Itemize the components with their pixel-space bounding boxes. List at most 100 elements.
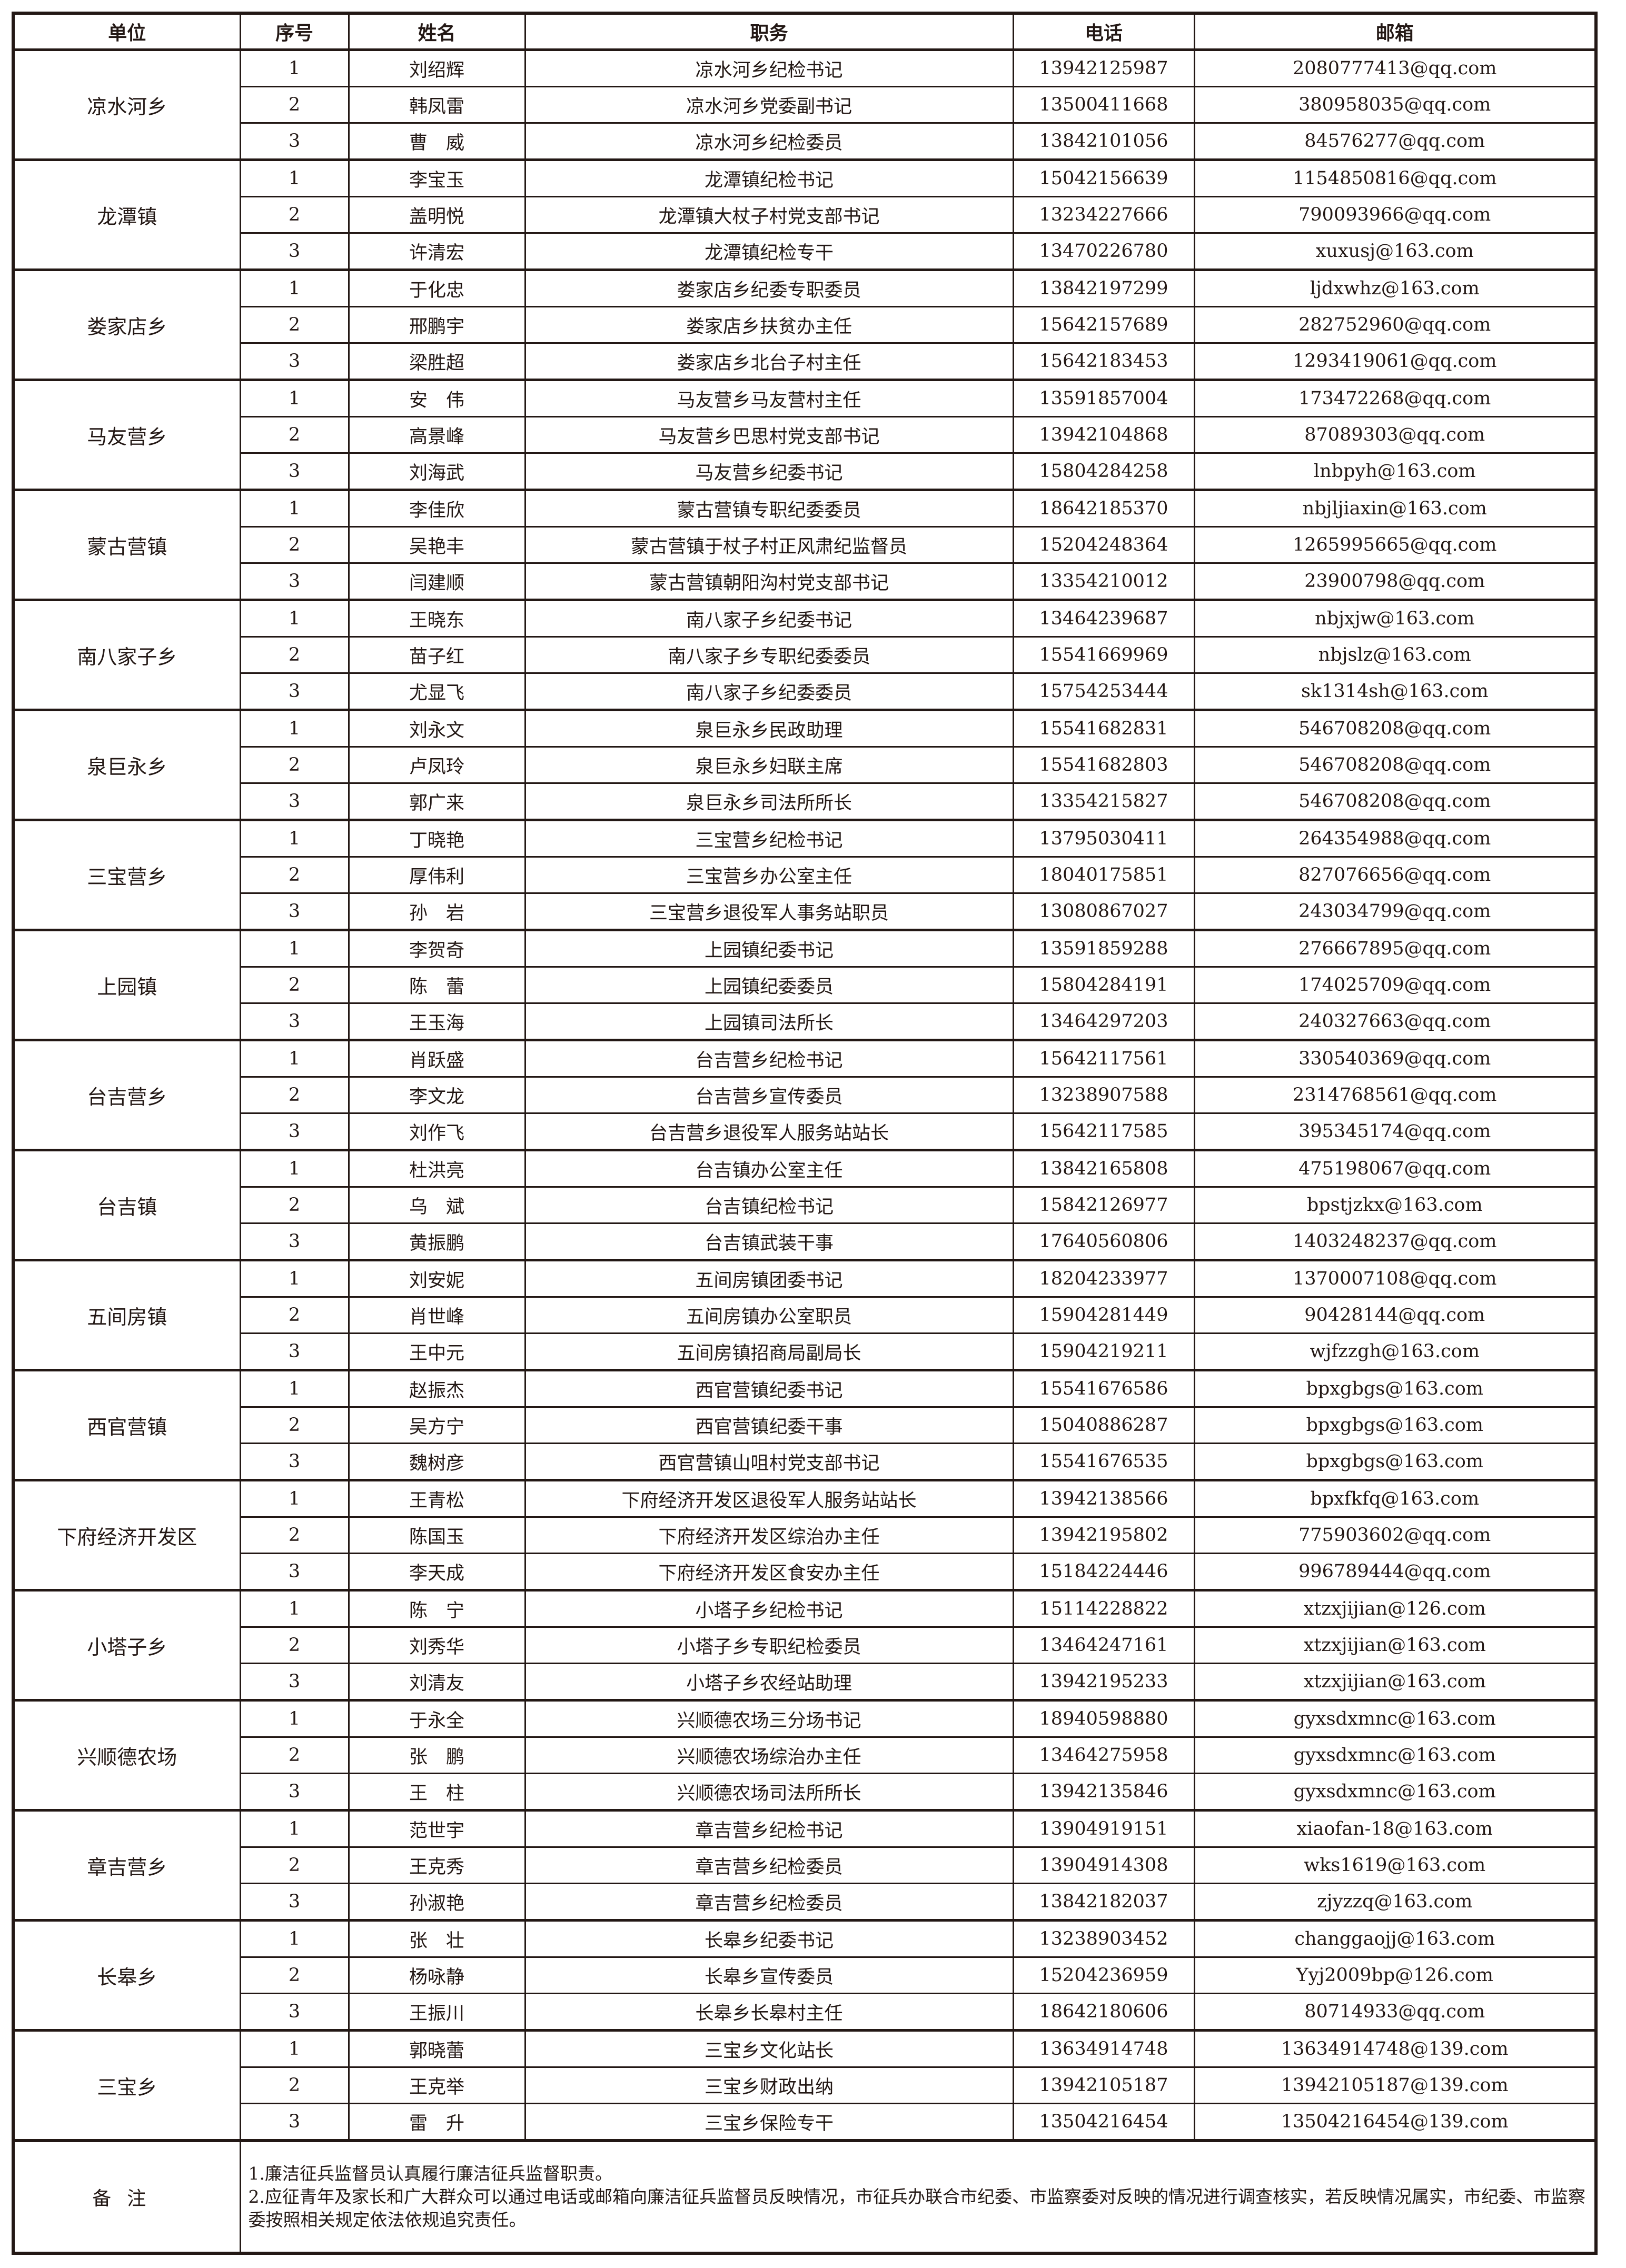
number-cell: 3	[239, 1222, 350, 1261]
phone-cell: 18204233977	[1012, 1259, 1195, 1298]
table-row: 3 尤显飞 南八家子乡纪委委员 15754253444 sk1314sh@163.com	[13, 672, 1597, 711]
unit-cell: 台吉镇	[12, 1149, 241, 1261]
name-cell: 张 壮	[348, 1919, 526, 1958]
position-cell: 台吉营乡纪检书记	[524, 1039, 1014, 1078]
unit-cell: 下府经济开发区	[12, 1479, 241, 1591]
number-cell: 1	[239, 2029, 350, 2068]
table-row: 蒙古营镇 1 李佳欣 蒙古营镇专职纪委委员 18642185370 nbjljiaxin@…	[12, 489, 1597, 601]
phone-cell: 13464247161	[1012, 1626, 1195, 1664]
unit-cell: 泉巨永乡	[12, 709, 241, 821]
position-cell: 泉巨永乡司法所所长	[524, 782, 1014, 821]
email-cell: gyxsdxmnc@163.com	[1193, 1699, 1597, 1738]
unit-cell: 小塔子乡	[12, 1589, 241, 1701]
phone-cell: 13842182037	[1012, 1883, 1195, 1921]
table-row: 3 李天成 下府经济开发区食安办主任 15184224446 996789444@qq.…	[13, 1553, 1597, 1591]
number-cell: 1	[239, 709, 350, 748]
number-cell: 3	[239, 1883, 350, 1921]
position-cell: 西官营镇纪委干事	[524, 1406, 1014, 1444]
table-row: 2 卢凤玲 泉巨永乡妇联主席 15541682803 546708208@qq.com	[13, 746, 1597, 784]
table-row: 3 许清宏 龙潭镇纪检专干 13470226780 xuxusj@163.com	[13, 232, 1597, 271]
position-cell: 台吉镇办公室主任	[524, 1149, 1014, 1188]
table-row: 龙潭镇 1 李宝玉 龙潭镇纪检书记 15042156639 1154850816@qq.c…	[12, 158, 1597, 271]
email-cell: 475198067@qq.com	[1193, 1149, 1597, 1188]
header-phone: 电话	[1012, 12, 1195, 51]
number-cell: 3	[239, 1993, 350, 2031]
number-cell: 2	[239, 2066, 350, 2104]
email-cell: bpxfkfq@163.com	[1193, 1479, 1597, 1518]
number-cell: 2	[239, 86, 350, 124]
table-row: 泉巨永乡 1 刘永文 泉巨永乡民政助理 15541682831 546708208@qq.…	[12, 709, 1597, 821]
email-cell: 13942105187@139.com	[1193, 2066, 1597, 2104]
name-cell: 许清宏	[348, 232, 526, 271]
name-cell: 厚伟利	[348, 856, 526, 894]
email-cell: xiaofan-18@163.com	[1193, 1809, 1597, 1848]
position-cell: 三宝乡文化站长	[524, 2029, 1014, 2068]
position-cell: 上园镇纪委书记	[524, 929, 1014, 968]
number-cell: 3	[239, 1663, 350, 1701]
notes-label: 备注	[12, 2139, 241, 2254]
unit-cell: 长皋乡	[12, 1919, 241, 2031]
table-row: 小塔子乡 1 陈 宁小塔子乡纪检书记 15114228822 xtzxjijian@12…	[12, 1589, 1597, 1701]
phone-cell: 13591857004	[1012, 379, 1195, 417]
position-cell: 五间房镇招商局副局长	[524, 1332, 1014, 1371]
phone-cell: 15754253444	[1012, 672, 1195, 711]
phone-cell: 17640560806	[1012, 1222, 1195, 1261]
position-cell: 三宝营乡纪检书记	[524, 819, 1014, 858]
position-cell: 蒙古营镇专职纪委委员	[524, 489, 1014, 528]
table-row: 3 黄振鹏 台吉镇武装干事 17640560806 1403248237@qq.com	[13, 1222, 1597, 1261]
table-row: 2 邢鹏宇 娄家店乡扶贫办主任 15642157689 282752960@qq.com	[13, 306, 1597, 344]
table-row: 台吉营乡 1 肖跃盛 台吉营乡纪检书记 15642117561 330540369@qq.…	[12, 1039, 1597, 1151]
email-cell: 775903602@qq.com	[1193, 1516, 1597, 1554]
position-cell: 上园镇纪委委员	[524, 966, 1014, 1004]
table-row: 兴顺德农场 1 于永全 兴顺德农场三分场书记 18940598880 gyxsdxmnc@…	[12, 1699, 1597, 1811]
phone-cell: 13942195802	[1012, 1516, 1195, 1554]
position-cell: 凉水河乡纪检书记	[524, 48, 1014, 87]
email-cell: 1370007108@qq.com	[1193, 1259, 1597, 1298]
number-cell: 1	[239, 1369, 350, 1408]
phone-cell: 18642180606	[1012, 1993, 1195, 2031]
position-cell: 凉水河乡党委副书记	[524, 86, 1014, 124]
name-cell: 王晓东	[348, 599, 526, 638]
name-cell: 王克举	[348, 2066, 526, 2104]
number-cell: 3	[239, 782, 350, 821]
number-cell: 1	[239, 929, 350, 968]
name-cell: 陈 宁	[348, 1589, 526, 1628]
position-cell: 龙潭镇纪检专干	[524, 232, 1014, 271]
name-cell: 闫建顺	[348, 562, 526, 601]
position-cell: 下府经济开发区食安办主任	[524, 1553, 1014, 1591]
position-cell: 马友营乡巴思村党支部书记	[524, 416, 1014, 454]
email-cell: lnbpyh@163.com	[1193, 452, 1597, 491]
phone-cell: 15904281449	[1012, 1296, 1195, 1334]
email-cell: gyxsdxmnc@163.com	[1193, 1773, 1597, 1811]
name-cell: 盖明悦	[348, 196, 526, 234]
number-cell: 2	[239, 1736, 350, 1774]
email-cell: 546708208@qq.com	[1193, 782, 1597, 821]
position-cell: 长皋乡长皋村主任	[524, 1993, 1014, 2031]
email-cell: 13634914748@139.com	[1193, 2029, 1597, 2068]
number-cell: 2	[239, 1516, 350, 1554]
name-cell: 孙 岩	[348, 892, 526, 931]
number-cell: 3	[239, 1443, 350, 1481]
position-cell: 章吉营乡纪检书记	[524, 1809, 1014, 1848]
position-cell: 小塔子乡纪检书记	[524, 1589, 1014, 1628]
phone-cell: 18940598880	[1012, 1699, 1195, 1738]
name-cell: 雷 升	[348, 2103, 526, 2142]
unit-cell: 上园镇	[12, 929, 241, 1041]
phone-cell: 13464297203	[1012, 1002, 1195, 1041]
name-cell: 丁晓艳	[348, 819, 526, 858]
email-cell: ljdxwhz@163.com	[1193, 268, 1597, 307]
note-line-1: 1.廉洁征兵监督员认真履行廉洁征兵监督职责。	[248, 2163, 613, 2184]
phone-cell: 13464275958	[1012, 1736, 1195, 1774]
name-cell: 肖世峰	[348, 1296, 526, 1334]
name-cell: 王中元	[348, 1332, 526, 1371]
phone-cell: 13904919151	[1012, 1809, 1195, 1848]
phone-cell: 15904219211	[1012, 1332, 1195, 1371]
table-row: 2 刘秀华 小塔子乡专职纪检委员 13464247161 xtzxjijian@163.…	[13, 1626, 1597, 1664]
name-cell: 曹 威	[348, 122, 526, 161]
number-cell: 1	[239, 1039, 350, 1078]
unit-cell: 章吉营乡	[12, 1809, 241, 1921]
position-cell: 龙潭镇纪检书记	[524, 158, 1014, 197]
number-cell: 3	[239, 1332, 350, 1371]
email-cell: 87089303@qq.com	[1193, 416, 1597, 454]
name-cell: 杜洪亮	[348, 1149, 526, 1188]
